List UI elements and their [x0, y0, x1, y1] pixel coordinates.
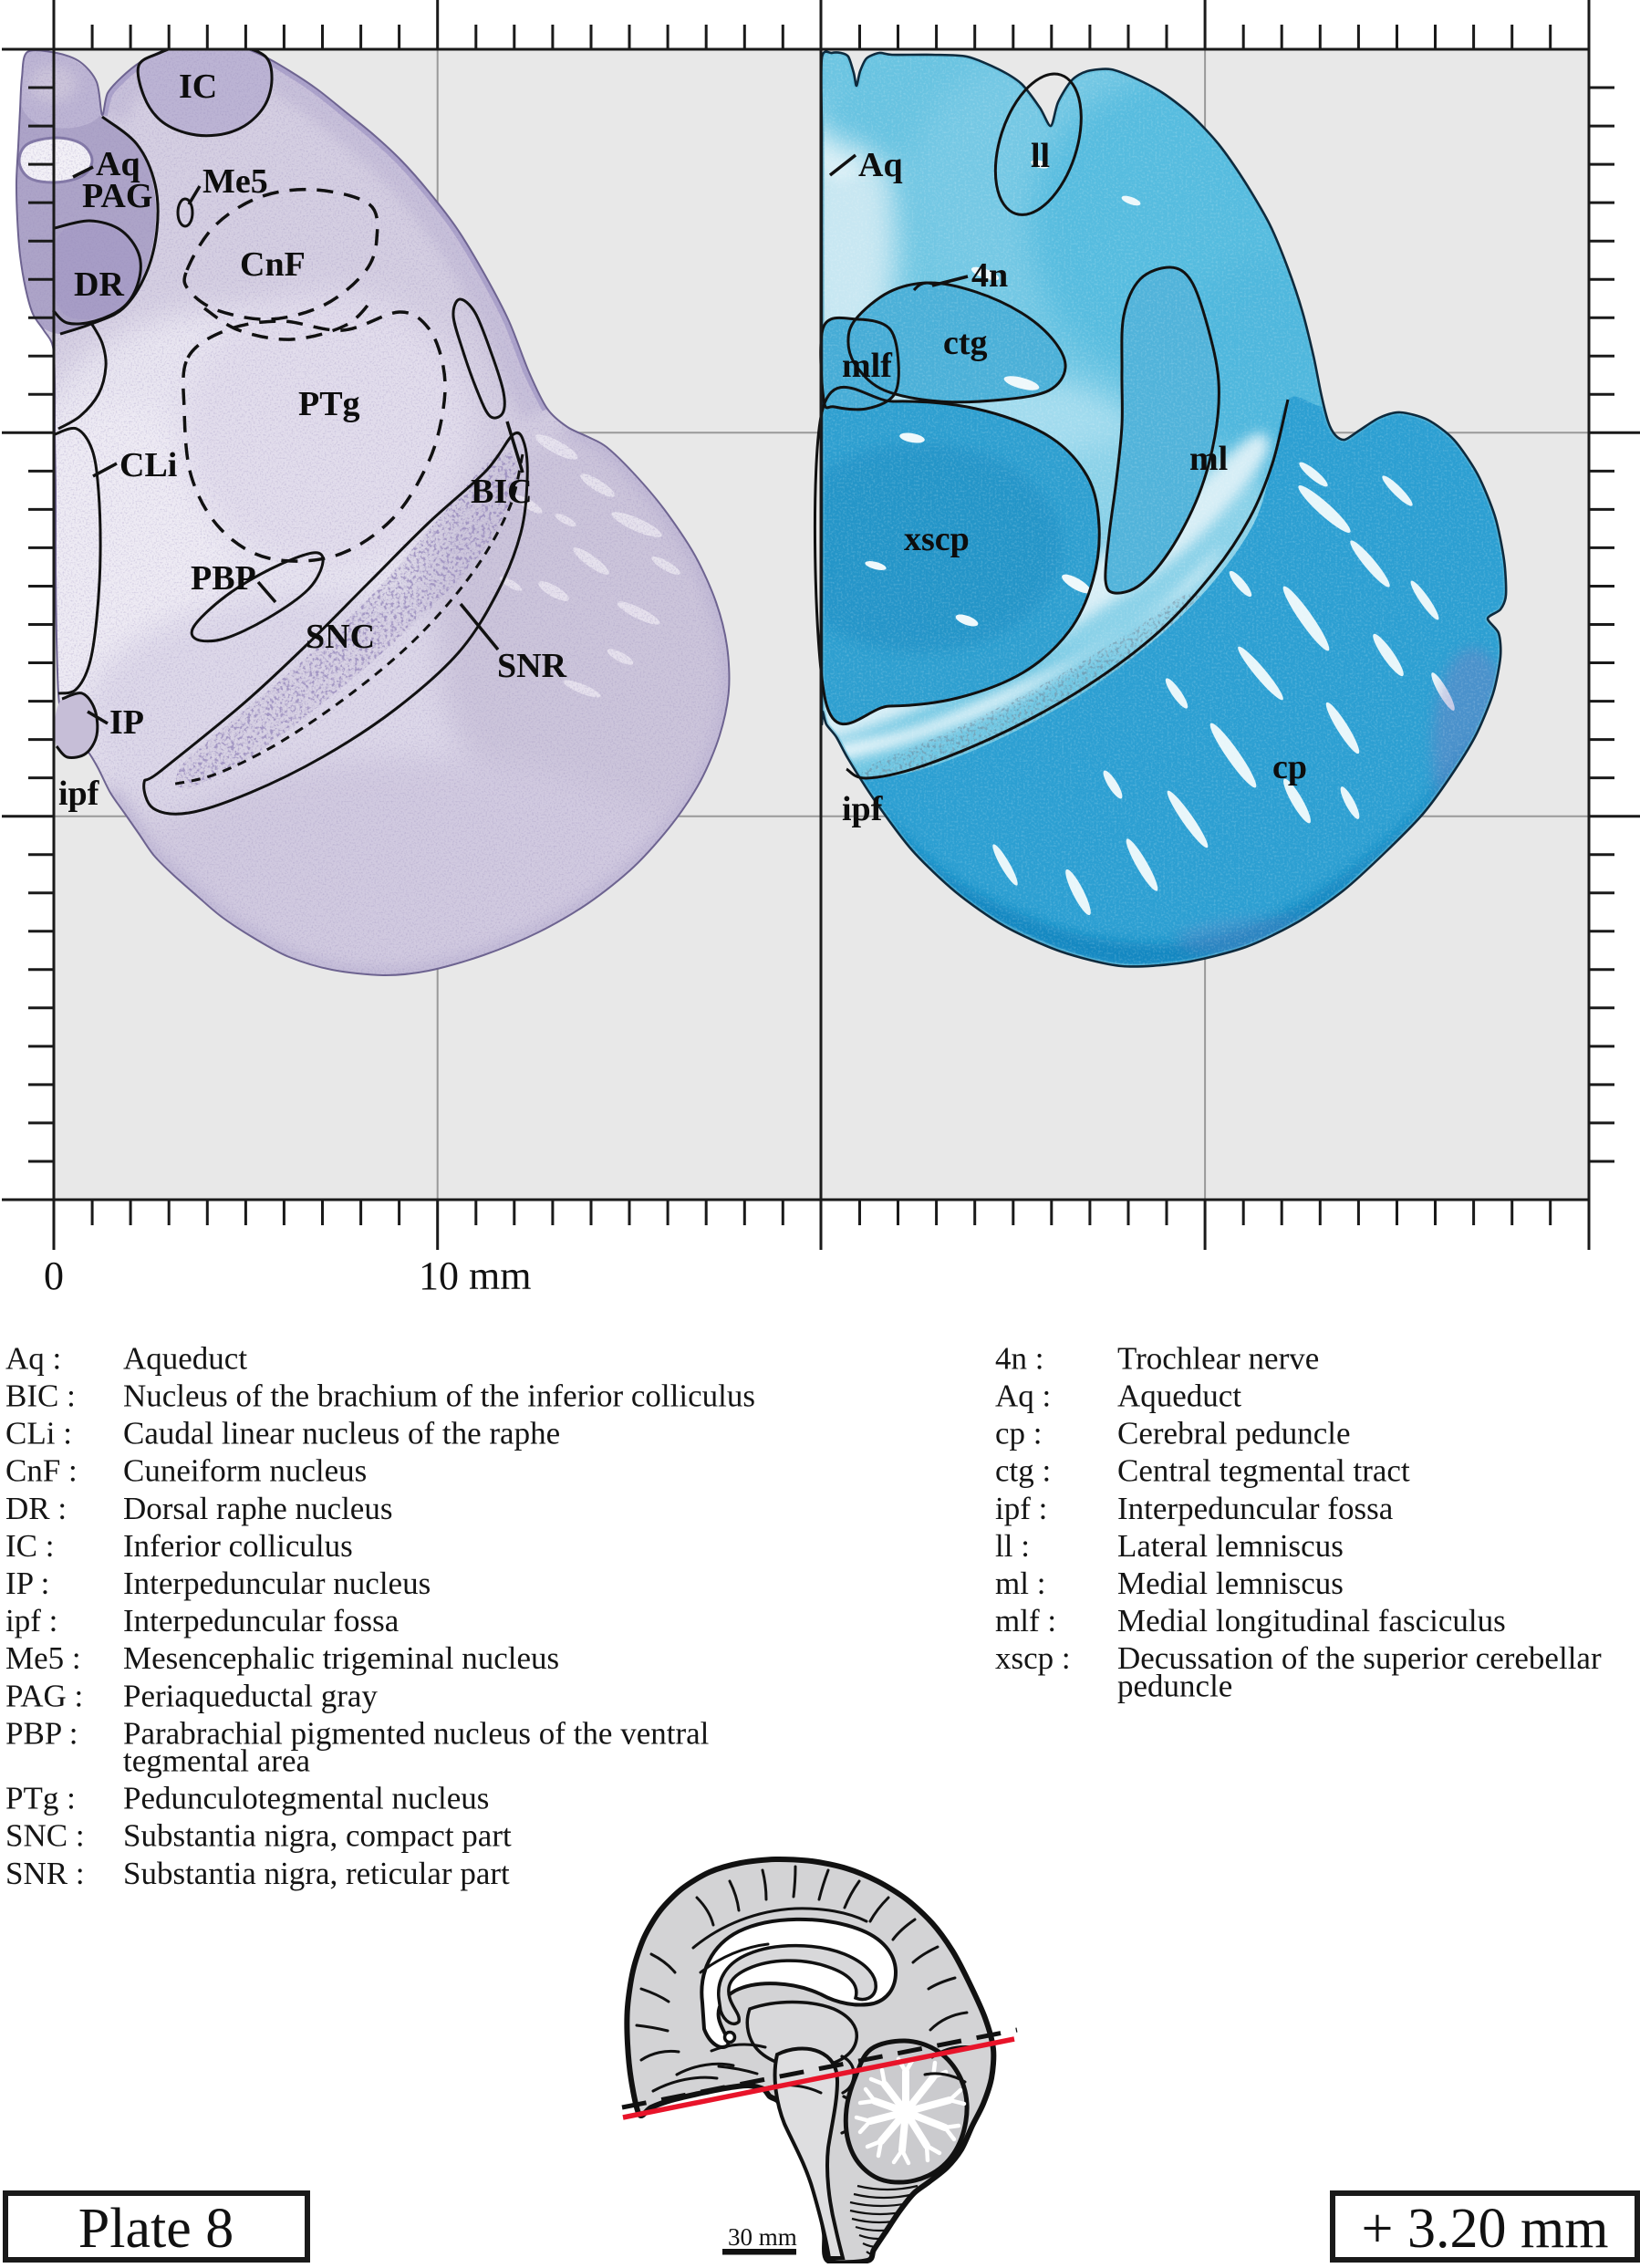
svg-text:cp :: cp :: [995, 1416, 1043, 1451]
svg-text:Aq: Aq: [96, 145, 140, 183]
svg-text:SNC :: SNC :: [5, 1818, 85, 1854]
svg-text:ipf: ipf: [58, 775, 100, 813]
svg-text:ipf :: ipf :: [995, 1491, 1047, 1526]
svg-text:DR :: DR :: [5, 1491, 67, 1526]
svg-text:CLi :: CLi :: [5, 1416, 72, 1451]
svg-text:PAG: PAG: [82, 177, 152, 215]
svg-text:Caudal linear nucleus of the r: Caudal linear nucleus of the raphe: [123, 1416, 560, 1451]
svg-text:Central tegmental tract: Central tegmental tract: [1117, 1453, 1410, 1489]
svg-text:CnF :: CnF :: [5, 1453, 78, 1489]
svg-text:Me5: Me5: [202, 162, 268, 201]
svg-text:ipf: ipf: [842, 790, 884, 828]
svg-text:BIC :: BIC :: [5, 1378, 76, 1414]
svg-text:Inferior colliculus: Inferior colliculus: [123, 1528, 353, 1564]
svg-text:0: 0: [44, 1254, 64, 1298]
svg-text:Dorsal raphe nucleus: Dorsal raphe nucleus: [123, 1491, 392, 1526]
svg-text:PAG :: PAG :: [5, 1678, 83, 1713]
svg-text:Medial longitudinal fasciculus: Medial longitudinal fasciculus: [1117, 1603, 1506, 1639]
svg-text:PTg: PTg: [298, 385, 360, 423]
svg-text:xscp :: xscp :: [995, 1640, 1071, 1676]
svg-text:CLi: CLi: [119, 446, 177, 484]
svg-text:Mesencephalic trigeminal nucle: Mesencephalic trigeminal nucleus: [123, 1640, 559, 1676]
svg-text:IC: IC: [179, 68, 217, 106]
svg-text:BIC: BIC: [471, 473, 533, 511]
svg-text:SNR :: SNR :: [5, 1856, 85, 1891]
svg-text:Lateral lemniscus: Lateral lemniscus: [1117, 1528, 1344, 1564]
svg-text:Plate 8: Plate 8: [78, 2198, 234, 2260]
svg-text:ctg: ctg: [943, 324, 988, 362]
svg-text:peduncle: peduncle: [1117, 1668, 1232, 1703]
svg-text:4n: 4n: [971, 256, 1008, 295]
svg-text:Trochlear nerve: Trochlear nerve: [1117, 1340, 1319, 1376]
svg-text:Substantia nigra, reticular pa: Substantia nigra, reticular part: [123, 1856, 510, 1891]
svg-text:Nucleus of the brachium of the: Nucleus of the brachium of the inferior …: [123, 1378, 755, 1414]
svg-text:PBP: PBP: [191, 559, 256, 598]
svg-text:SNC: SNC: [306, 618, 375, 656]
svg-text:Cuneiform nucleus: Cuneiform nucleus: [123, 1453, 367, 1489]
svg-text:Me5 :: Me5 :: [5, 1640, 81, 1676]
svg-text:Pedunculotegmental nucleus: Pedunculotegmental nucleus: [123, 1781, 489, 1816]
svg-text:Parabrachial pigmented nucleus: Parabrachial pigmented nucleus of the ve…: [123, 1715, 710, 1751]
svg-text:CnF: CnF: [240, 245, 306, 284]
svg-text:SNR: SNR: [497, 647, 567, 685]
svg-text:Interpeduncular fossa: Interpeduncular fossa: [123, 1603, 400, 1639]
svg-text:IP :: IP :: [5, 1566, 49, 1601]
svg-text:Aqueduct: Aqueduct: [1117, 1378, 1241, 1414]
svg-text:PTg :: PTg :: [5, 1781, 76, 1816]
svg-text:Aqueduct: Aqueduct: [123, 1340, 247, 1376]
svg-text:Interpeduncular fossa: Interpeduncular fossa: [1117, 1491, 1394, 1526]
svg-text:Substantia nigra, compact part: Substantia nigra, compact part: [123, 1818, 512, 1854]
svg-text:10 mm: 10 mm: [419, 1254, 531, 1298]
svg-text:mlf :: mlf :: [995, 1603, 1056, 1639]
svg-text:Aq :: Aq :: [5, 1340, 61, 1376]
svg-text:ll: ll: [1031, 137, 1050, 175]
svg-text:Cerebral peduncle: Cerebral peduncle: [1117, 1416, 1351, 1451]
svg-text:ml: ml: [1189, 440, 1228, 478]
svg-text:4n :: 4n :: [995, 1340, 1043, 1376]
svg-text:ml :: ml :: [995, 1566, 1045, 1601]
svg-text:IP: IP: [109, 703, 144, 742]
svg-text:+ 3.20 mm: + 3.20 mm: [1362, 2198, 1609, 2260]
svg-text:Periaqueductal gray: Periaqueductal gray: [123, 1678, 378, 1713]
svg-text:DR: DR: [74, 265, 124, 304]
svg-text:Decussation of the superior ce: Decussation of the superior cerebellar: [1117, 1640, 1602, 1676]
svg-text:ipf :: ipf :: [5, 1603, 57, 1639]
svg-text:30 mm: 30 mm: [728, 2223, 797, 2251]
svg-text:Medial lemniscus: Medial lemniscus: [1117, 1566, 1344, 1601]
svg-text:ctg :: ctg :: [995, 1453, 1051, 1489]
svg-text:cp: cp: [1272, 748, 1307, 786]
svg-text:IC :: IC :: [5, 1528, 54, 1564]
svg-text:tegmental area: tegmental area: [123, 1743, 310, 1779]
svg-text:Interpeduncular nucleus: Interpeduncular nucleus: [123, 1566, 431, 1601]
svg-text:ll :: ll :: [995, 1528, 1030, 1564]
svg-text:Aq :: Aq :: [995, 1378, 1051, 1414]
svg-text:xscp: xscp: [904, 520, 970, 558]
svg-text:Aq: Aq: [858, 146, 903, 184]
svg-text:mlf: mlf: [842, 347, 893, 385]
svg-text:PBP :: PBP :: [5, 1715, 78, 1751]
